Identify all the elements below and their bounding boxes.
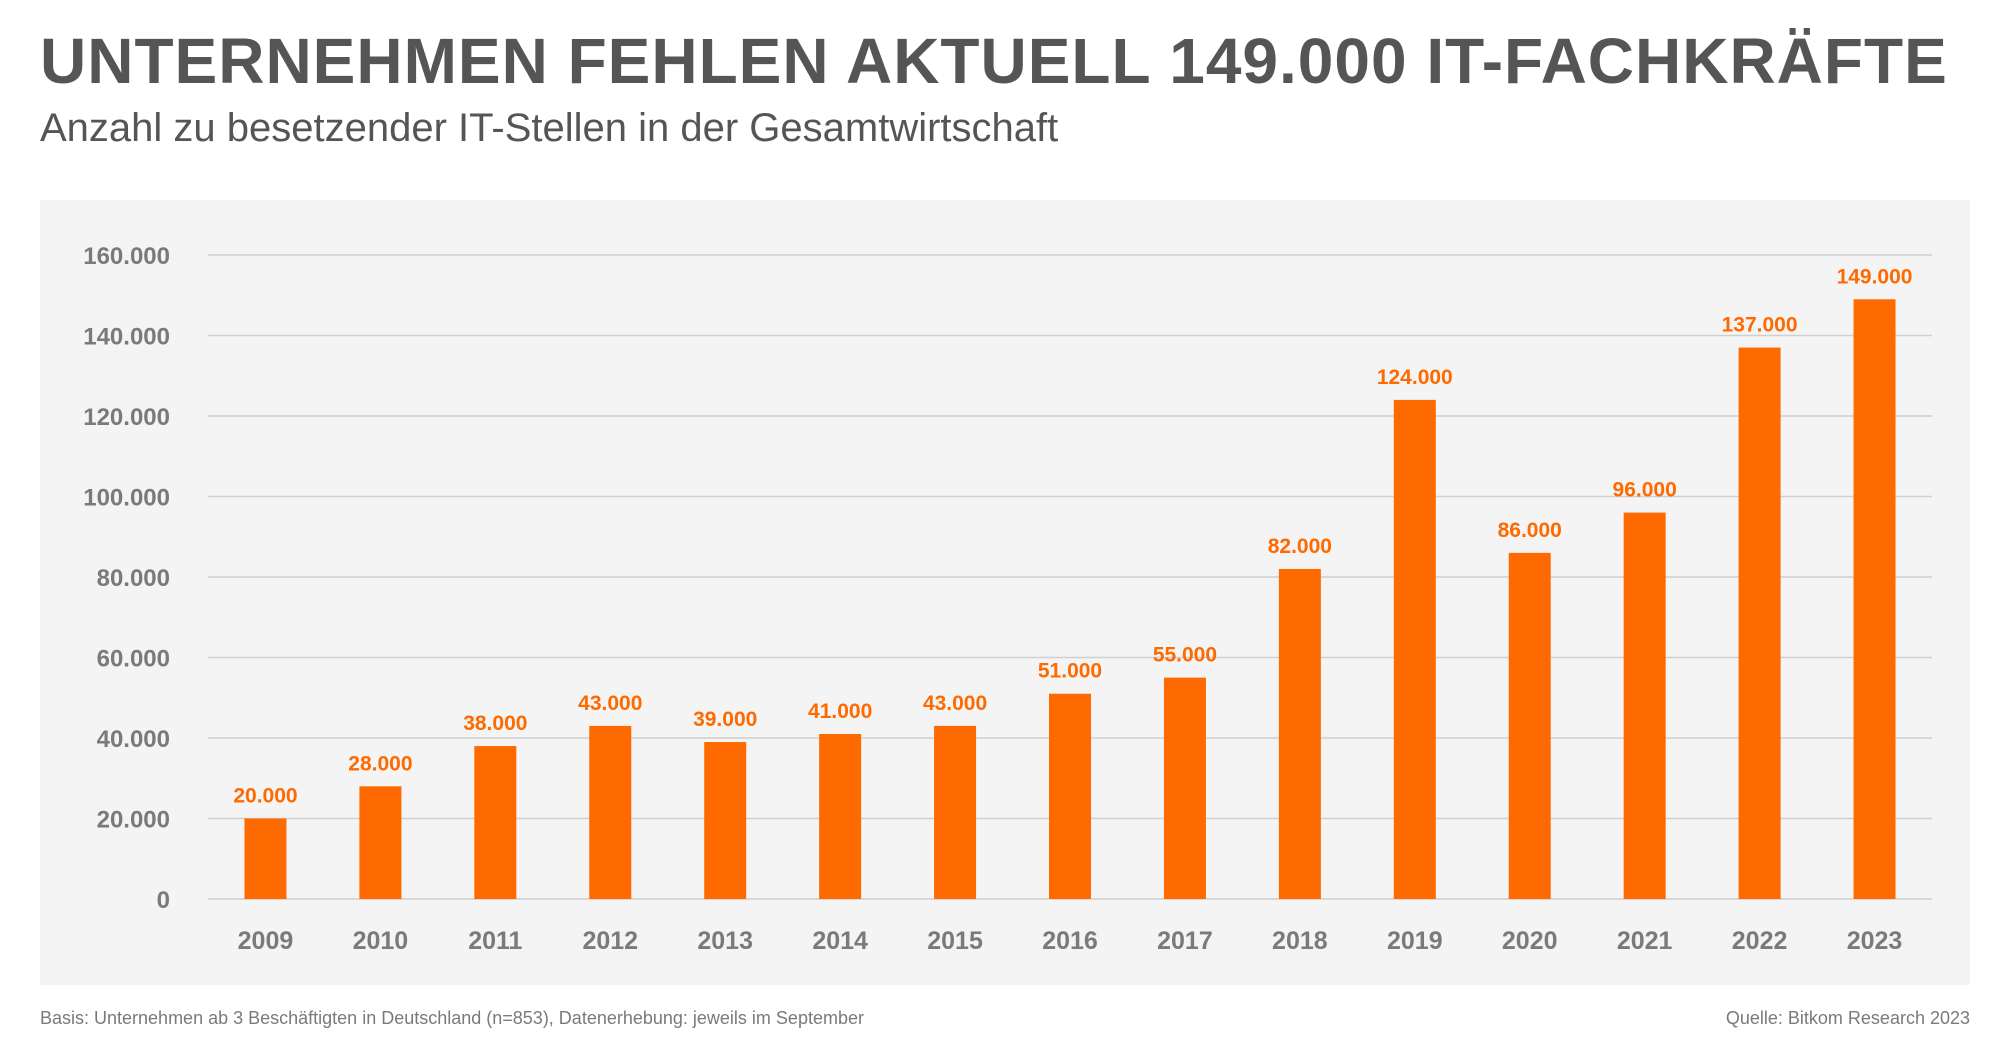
bar xyxy=(704,742,747,899)
y-tick-label: 120.000 xyxy=(83,404,170,431)
data-label: 39.000 xyxy=(693,708,757,731)
data-label: 124.000 xyxy=(1377,366,1453,389)
x-tick-label: 2015 xyxy=(927,927,983,955)
x-tick-label: 2011 xyxy=(468,927,522,955)
data-label: 96.000 xyxy=(1613,479,1677,502)
chart-subtitle: Anzahl zu besetzender IT-Stellen in der … xyxy=(40,106,1059,150)
y-tick-label: 0 xyxy=(157,887,170,914)
x-tick-label: 2017 xyxy=(1157,927,1213,955)
x-tick-label: 2019 xyxy=(1387,927,1443,955)
bar xyxy=(244,818,287,899)
x-tick-label: 2022 xyxy=(1732,927,1788,955)
y-tick-label: 20.000 xyxy=(97,807,170,834)
y-tick-label: 100.000 xyxy=(83,485,170,512)
x-tick-label: 2014 xyxy=(812,927,868,955)
x-tick-label: 2021 xyxy=(1617,927,1673,955)
bar xyxy=(359,786,402,899)
x-tick-label: 2023 xyxy=(1847,927,1903,955)
x-tick-label: 2020 xyxy=(1502,927,1558,955)
bar xyxy=(589,725,632,899)
bar xyxy=(1853,299,1896,899)
data-label: 149.000 xyxy=(1837,265,1913,288)
data-label: 28.000 xyxy=(348,752,412,775)
data-label: 41.000 xyxy=(808,700,872,723)
y-tick-label: 40.000 xyxy=(97,726,170,753)
data-label: 137.000 xyxy=(1722,314,1798,337)
chart-panel: 0 20.000 40.000 60.000 80.000 100.000 120.000 1… xyxy=(40,200,1970,985)
data-label: 20.000 xyxy=(233,785,297,808)
x-tick-label: 2016 xyxy=(1042,927,1098,955)
data-label: 55.000 xyxy=(1153,644,1217,667)
y-tick-label: 80.000 xyxy=(97,565,170,592)
bar xyxy=(1508,552,1551,899)
bar xyxy=(1049,693,1091,899)
data-label: 38.000 xyxy=(463,712,527,735)
footer-basis: Basis: Unternehmen ab 3 Beschäftigten in… xyxy=(40,1008,864,1028)
bar xyxy=(1393,399,1436,899)
bar xyxy=(474,746,517,899)
bar xyxy=(1278,568,1321,899)
data-label: 82.000 xyxy=(1268,535,1332,558)
bar xyxy=(1623,512,1666,899)
footer-source: Quelle: Bitkom Research 2023 xyxy=(1725,1008,1970,1028)
x-tick-label: 2012 xyxy=(582,927,638,955)
y-tick-label: 160.000 xyxy=(83,243,170,270)
bar-chart: 0 20.000 40.000 60.000 80.000 100.000 120.000 1… xyxy=(83,243,1932,955)
x-tick-label: 2013 xyxy=(697,927,753,955)
data-label: 43.000 xyxy=(923,692,987,715)
x-tick-label: 2009 xyxy=(238,927,294,955)
x-tick-label: 2018 xyxy=(1272,927,1328,955)
x-tick-label: 2010 xyxy=(353,927,409,955)
y-tick-label: 60.000 xyxy=(97,646,170,673)
data-label: 51.000 xyxy=(1038,660,1102,683)
chart-title: UNTERNEHMEN FEHLEN AKTUELL 149.000 IT-FA… xyxy=(40,25,1948,97)
bar xyxy=(819,733,862,899)
bar xyxy=(1738,347,1781,899)
bar xyxy=(934,725,977,899)
data-label: 43.000 xyxy=(578,692,642,715)
bar xyxy=(1163,677,1206,899)
y-tick-label: 140.000 xyxy=(83,324,170,351)
data-label: 86.000 xyxy=(1498,519,1562,542)
